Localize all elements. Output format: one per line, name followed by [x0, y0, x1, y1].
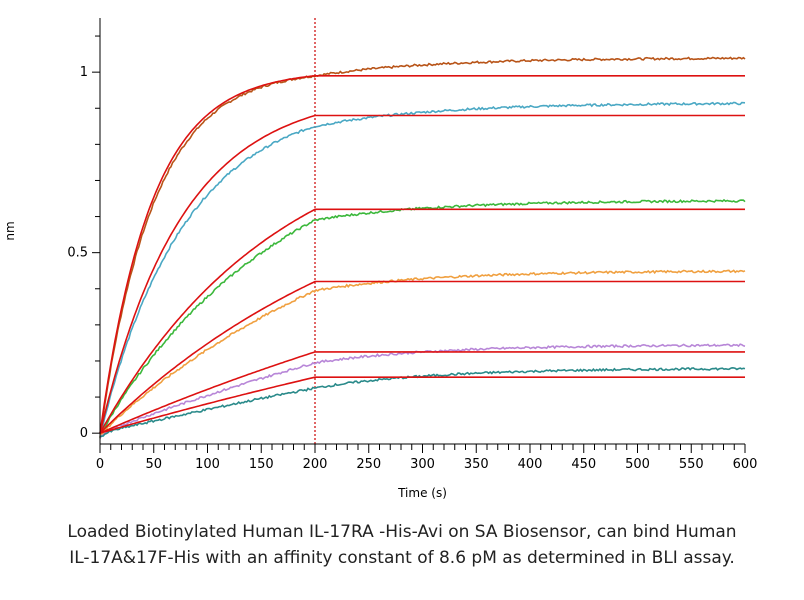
x-axis-label: Time (s) — [397, 486, 447, 500]
measured-trace-3 — [99, 198, 746, 439]
x-tick-label: 100 — [195, 457, 220, 472]
plot-area — [99, 18, 746, 444]
x-tick-label: 300 — [410, 457, 435, 472]
caption-line-1: Loaded Biotinylated Human IL-17RA -His-A… — [67, 522, 737, 542]
measured-trace-6 — [99, 366, 746, 438]
measured-trace-2 — [99, 101, 746, 438]
axes: 0 0.5 1 0 50 100 150 200 250 300 350 400 450 500 550 60… — [67, 18, 757, 472]
x-tick-label: 600 — [733, 457, 758, 472]
y-tick-label: 0 — [80, 426, 88, 441]
fit-curve-1 — [99, 75, 745, 434]
x-tick-label: 50 — [145, 457, 162, 472]
x-tick-label: 150 — [249, 457, 274, 472]
caption-line-2: IL-17A&17F-His with an affinity constant… — [69, 548, 735, 568]
x-tick-label: 550 — [679, 457, 704, 472]
y-tick-label: 0.5 — [67, 246, 88, 261]
x-tick-label: 450 — [571, 457, 596, 472]
x-tick-label: 400 — [518, 457, 543, 472]
chart: 0 0.5 1 0 50 100 150 200 250 300 350 400 450 500 550 60… — [3, 18, 757, 500]
fit-curve-4 — [99, 280, 745, 434]
fit-curve-6 — [99, 376, 745, 434]
fit-curve-2 — [99, 114, 745, 434]
y-axis-label: nm — [3, 221, 17, 240]
x-tick-label: 350 — [464, 457, 489, 472]
measured-trace-1 — [99, 56, 746, 438]
y-tick-label: 1 — [80, 65, 88, 80]
measured-trace-5 — [99, 343, 746, 439]
x-tick-label: 500 — [625, 457, 650, 472]
fit-curve-3 — [99, 208, 745, 434]
x-tick-label: 200 — [303, 457, 328, 472]
x-tick-label: 0 — [96, 457, 104, 472]
x-tick-label: 250 — [356, 457, 381, 472]
measured-trace-4 — [99, 269, 746, 439]
fit-curve-5 — [99, 351, 745, 434]
